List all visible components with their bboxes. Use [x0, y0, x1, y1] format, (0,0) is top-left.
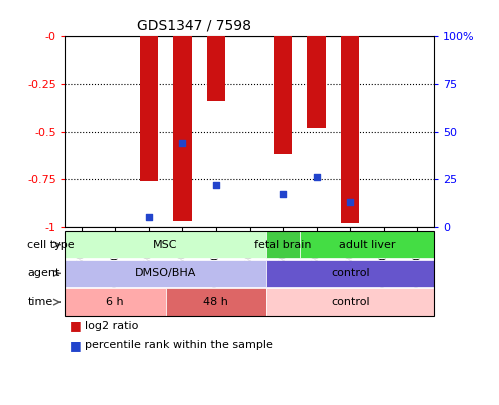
Text: 48 h: 48 h — [204, 297, 229, 307]
Bar — [207, 36, 225, 101]
Text: 6 h: 6 h — [106, 297, 124, 307]
Text: fetal brain: fetal brain — [254, 240, 312, 249]
Text: log2 ratio: log2 ratio — [85, 321, 138, 331]
Text: control: control — [331, 297, 370, 307]
Text: control: control — [331, 269, 370, 278]
Point — [313, 174, 321, 181]
Text: MSC: MSC — [153, 240, 178, 249]
Text: time: time — [27, 297, 53, 307]
Text: percentile rank within the sample: percentile rank within the sample — [85, 341, 273, 350]
Bar — [341, 36, 359, 223]
Text: cell type: cell type — [27, 240, 75, 249]
Text: agent: agent — [27, 269, 60, 278]
Text: ■: ■ — [70, 339, 82, 352]
Bar — [307, 36, 326, 128]
Text: ■: ■ — [70, 320, 82, 333]
Point — [346, 199, 354, 205]
Text: DMSO/BHA: DMSO/BHA — [135, 269, 196, 278]
Point — [212, 182, 220, 188]
Bar — [274, 36, 292, 154]
Point — [178, 140, 186, 146]
Bar — [140, 36, 158, 181]
Point — [279, 191, 287, 198]
Bar — [173, 36, 192, 221]
Point — [145, 214, 153, 220]
Text: adult liver: adult liver — [339, 240, 395, 249]
Title: GDS1347 / 7598: GDS1347 / 7598 — [137, 19, 251, 32]
